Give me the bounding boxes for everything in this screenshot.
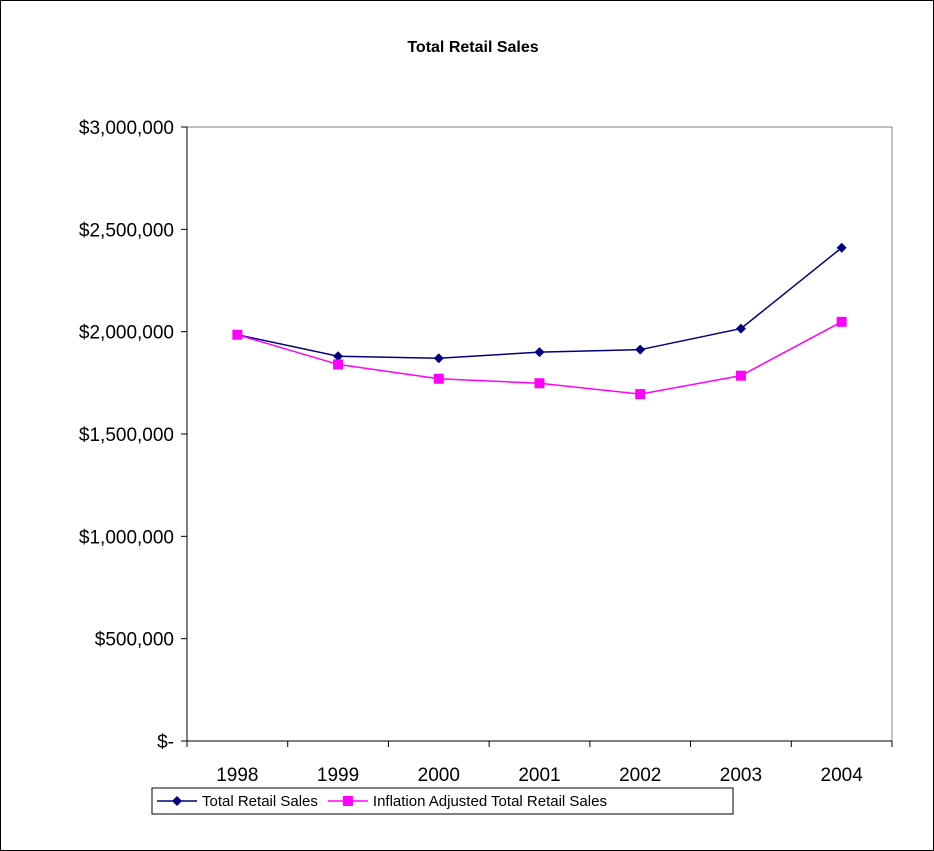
y-tick-label: $- (157, 732, 174, 753)
y-tick-label: $1,500,000 (79, 425, 174, 446)
data-point (635, 389, 646, 400)
data-point (433, 353, 444, 364)
y-tick-label: $2,000,000 (79, 323, 174, 344)
y-tick-label: $500,000 (95, 630, 174, 651)
y-tick-label: $1,000,000 (79, 527, 174, 548)
x-tick-label: 2001 (518, 765, 560, 786)
series-1 (232, 242, 847, 364)
x-tick-label: 2004 (821, 765, 864, 786)
x-tick-label: 1999 (317, 765, 359, 786)
legend-swatch-marker (172, 796, 182, 806)
legend-box (151, 787, 734, 815)
data-point (232, 329, 243, 340)
x-tick-label: 2002 (619, 765, 661, 786)
legend-label: Total Retail Sales (202, 793, 318, 810)
data-point (735, 370, 746, 381)
data-point (534, 378, 545, 389)
data-point (735, 323, 746, 334)
x-tick-label: 1998 (216, 765, 258, 786)
legend-item: Total Retail Sales (157, 793, 318, 810)
x-tick-label: 2000 (418, 765, 460, 786)
data-point (836, 316, 847, 327)
x-tick-label: 2003 (720, 765, 762, 786)
legend-item: Inflation Adjusted Total Retail Sales (327, 793, 607, 810)
series-line (237, 247, 843, 360)
data-point (333, 359, 344, 370)
legend: Total Retail Sales Inflation Adjusted Tot… (151, 787, 734, 815)
plot-area (186, 126, 893, 742)
data-point (534, 347, 545, 358)
y-tick-label: $2,500,000 (79, 220, 174, 241)
data-point (433, 373, 444, 384)
legend-label: Inflation Adjusted Total Retail Sales (373, 793, 607, 810)
data-point (635, 344, 646, 355)
legend-swatch-marker (342, 796, 353, 806)
y-tick-label: $3,000,000 (79, 118, 174, 139)
data-point (333, 351, 344, 362)
series-2 (232, 316, 847, 400)
data-point (836, 242, 847, 253)
chart-title: Total Retail Sales (407, 39, 538, 56)
